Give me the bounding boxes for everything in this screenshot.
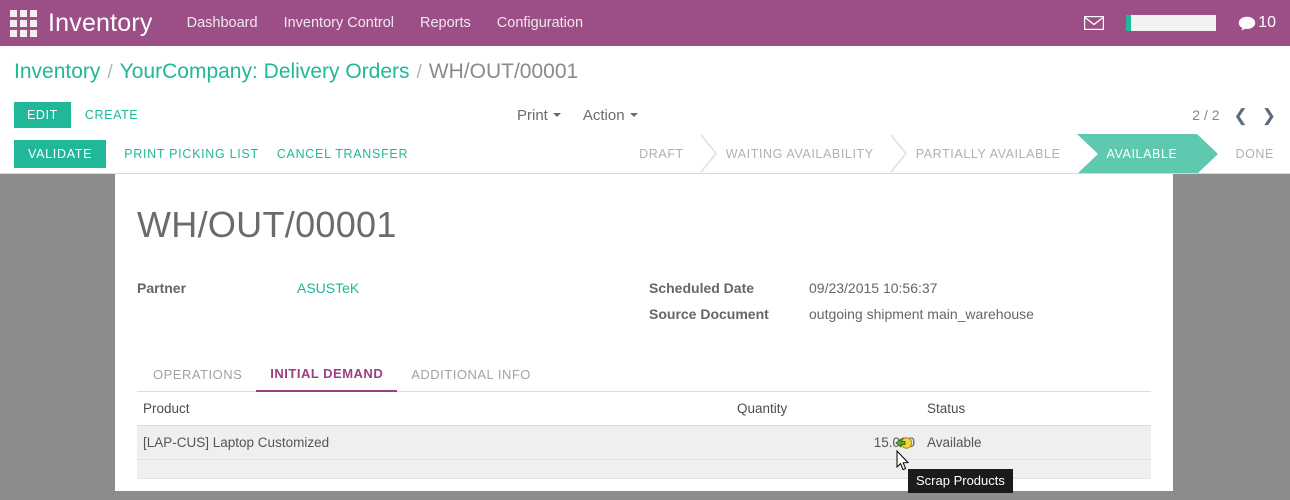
breadcrumb-item-current: WH/OUT/00001 [428, 60, 579, 83]
status-step-done[interactable]: DONE [1219, 134, 1290, 173]
pager-text: 2 / 2 [1192, 107, 1220, 123]
chevron-divider-icon [700, 134, 717, 173]
status-step-partially-available[interactable]: PARTIALLY AVAILABLE [890, 134, 1077, 173]
chevron-down-icon [629, 113, 638, 117]
page-container: Inventory / YourCompany: Delivery Orders… [0, 46, 1290, 491]
status-step-label: DRAFT [639, 146, 684, 161]
tooltip: Scrap Products [908, 469, 1013, 493]
breadcrumb-separator: / [107, 62, 113, 83]
status-step-label: PARTIALLY AVAILABLE [915, 146, 1061, 161]
menu-item-configuration[interactable]: Configuration [496, 15, 584, 31]
print-dropdown-label: Print [517, 106, 548, 124]
table-header-row: Product Quantity Status [137, 392, 1151, 426]
status-step-available[interactable]: AVAILABLE [1076, 134, 1219, 174]
order-lines-table: Product Quantity Status [LAP-CUS] Laptop… [137, 392, 1151, 479]
breadcrumb: Inventory / YourCompany: Delivery Orders… [0, 46, 1290, 96]
menu-item-dashboard[interactable]: Dashboard [186, 15, 258, 31]
field-partner-label: Partner [137, 280, 187, 296]
chevron-left-icon[interactable]: ❮ [1233, 105, 1248, 125]
validate-button[interactable]: VALIDATE [14, 139, 107, 168]
scrap-recycle-icon[interactable] [895, 436, 913, 450]
status-pipeline: DRAFT WAITING AVAILABILITY PARTIALLY AVA… [623, 134, 1290, 174]
tab-operations[interactable]: OPERATIONS [153, 367, 243, 382]
cell-filler [137, 459, 731, 479]
sheet-background: WH/OUT/00001 Partner ASUSTeK Scheduled D… [0, 174, 1290, 491]
status-bar: VALIDATE PRINT PICKING LIST CANCEL TRANS… [0, 134, 1290, 174]
print-dropdown[interactable]: Print [517, 107, 561, 124]
page-title: WH/OUT/00001 [137, 204, 397, 245]
create-button[interactable]: CREATE [84, 108, 139, 122]
chat-bubble-icon [1239, 16, 1256, 31]
cell-filler [731, 459, 921, 479]
breadcrumb-item-delivery-orders[interactable]: YourCompany: Delivery Orders [119, 60, 410, 83]
field-scheduled-date-label: Scheduled Date [649, 280, 755, 296]
form-fields-left: Partner ASUSTeK [137, 280, 649, 322]
status-step-draft[interactable]: DRAFT [623, 134, 700, 173]
status-step-waiting-availability[interactable]: WAITING AVAILABILITY [700, 134, 890, 173]
menu-item-reports[interactable]: Reports [420, 15, 471, 31]
cancel-transfer-button[interactable]: CANCEL TRANSFER [276, 146, 409, 161]
field-scheduled-date-value: 09/23/2015 10:56:37 [809, 280, 938, 296]
action-dropdown[interactable]: Action [583, 107, 638, 124]
form-sheet: WH/OUT/00001 Partner ASUSTeK Scheduled D… [115, 174, 1173, 491]
breadcrumb-separator: / [416, 62, 422, 83]
status-step-label: AVAILABLE [1106, 146, 1178, 161]
action-row: EDIT CREATE Print Action 2 / 2 ❮ ❯ [0, 96, 1290, 134]
action-dropdown-label: Action [582, 106, 625, 124]
status-step-label: DONE [1235, 146, 1274, 161]
messages-count: 10 [1258, 14, 1276, 31]
tab-additional-info[interactable]: ADDITIONAL INFO [411, 367, 531, 382]
top-navigation-bar: Inventory Dashboard Inventory Control Re… [0, 0, 1290, 46]
column-header-product: Product [137, 392, 731, 426]
form-fields: Partner ASUSTeK Scheduled Date 09/23/201… [137, 280, 1151, 322]
envelope-icon[interactable] [1084, 16, 1105, 30]
main-menu: Dashboard Inventory Control Reports Conf… [187, 15, 583, 31]
field-source-document-label: Source Document [649, 306, 769, 322]
chevron-down-icon [552, 113, 561, 117]
status-bar-buttons: VALIDATE PRINT PICKING LIST CANCEL TRANS… [14, 134, 408, 173]
cell-status: Available [921, 425, 1151, 460]
field-partner-value[interactable]: ASUSTeK [297, 280, 360, 296]
cell-quantity: 15.000 [731, 425, 921, 460]
apps-grid-icon[interactable] [6, 6, 40, 40]
notebook-tabs: OPERATIONS INITIAL DEMAND ADDITIONAL INF… [137, 358, 1151, 392]
top-bar-right-group: 10 [1084, 14, 1276, 32]
chevron-divider-icon [890, 134, 907, 173]
field-source-document: Source Document outgoing shipment main_w… [649, 306, 1034, 322]
field-partner: Partner ASUSTeK [137, 280, 649, 296]
form-fields-right: Scheduled Date 09/23/2015 10:56:37 Sourc… [649, 280, 1034, 322]
edit-button[interactable]: EDIT [14, 102, 71, 128]
pager: 2 / 2 ❮ ❯ [1192, 107, 1276, 124]
field-source-document-value: outgoing shipment main_warehouse [809, 306, 1034, 322]
column-header-status: Status [921, 392, 1151, 426]
messages-counter[interactable]: 10 [1238, 14, 1276, 32]
print-picking-list-button[interactable]: PRINT PICKING LIST [124, 146, 259, 161]
table-row[interactable]: [LAP-CUS] Laptop Customized 15.000 Avail… [137, 425, 1151, 460]
dropdown-group: Print Action [517, 107, 638, 124]
column-header-quantity: Quantity [731, 392, 921, 426]
user-menu-redacted[interactable] [1126, 15, 1217, 31]
menu-item-inventory-control[interactable]: Inventory Control [283, 15, 394, 31]
field-scheduled-date: Scheduled Date 09/23/2015 10:56:37 [649, 280, 1034, 296]
cell-product: [LAP-CUS] Laptop Customized [137, 425, 731, 460]
chevron-right-icon[interactable]: ❯ [1261, 105, 1276, 125]
status-step-label: WAITING AVAILABILITY [725, 146, 874, 161]
breadcrumb-item-inventory[interactable]: Inventory [14, 60, 101, 83]
tab-initial-demand[interactable]: INITIAL DEMAND [256, 358, 398, 392]
app-title: Inventory [48, 8, 153, 37]
